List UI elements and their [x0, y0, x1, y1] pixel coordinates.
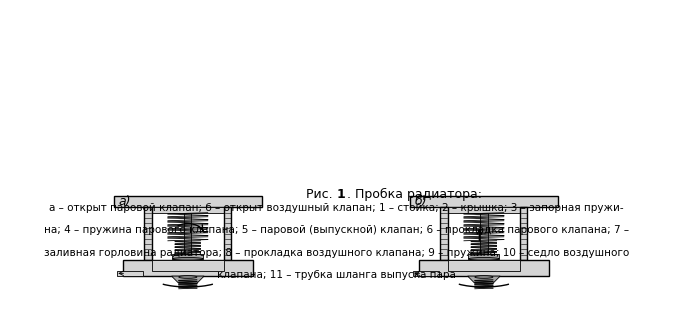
Text: заливная горловина радиатора; 8 – прокладка воздушного клапана; 9 – пружина; 10 : заливная горловина радиатора; 8 – прокла… — [44, 248, 629, 258]
Ellipse shape — [468, 258, 499, 260]
Text: на; 4 – пружина парового клапана; 5 – паровой (выпускной) клапан; 6 – прокладка : на; 4 – пружина парового клапана; 5 – па… — [44, 225, 629, 235]
Text: . Пробка радиатора:: . Пробка радиатора: — [347, 188, 482, 201]
Ellipse shape — [172, 258, 203, 260]
Text: 1: 1 — [336, 188, 345, 201]
Bar — [145, 207, 151, 260]
Bar — [151, 260, 224, 271]
Bar — [117, 271, 143, 276]
Ellipse shape — [475, 276, 493, 278]
Bar — [413, 271, 439, 276]
Bar — [172, 254, 203, 259]
Bar — [122, 260, 253, 276]
Bar — [446, 207, 522, 213]
Text: б): б) — [414, 196, 427, 209]
Bar — [150, 207, 226, 213]
Text: а – открыт паровой клапан; б – открыт воздушный клапан; 1 – стойка; 2 – крышка; : а – открыт паровой клапан; б – открыт во… — [49, 203, 624, 213]
Polygon shape — [468, 276, 500, 283]
Bar — [481, 213, 487, 257]
Bar — [440, 207, 448, 260]
Bar — [114, 197, 262, 207]
Bar — [410, 197, 558, 207]
Text: клапана; 11 – трубка шланга выпуска пара: клапана; 11 – трубка шланга выпуска пара — [217, 270, 456, 280]
Bar — [468, 254, 499, 259]
Polygon shape — [172, 276, 204, 283]
Bar — [184, 213, 191, 257]
Bar — [224, 207, 232, 260]
Bar — [448, 260, 520, 271]
Bar — [520, 207, 528, 260]
Ellipse shape — [179, 276, 197, 278]
Text: Рис.: Рис. — [306, 188, 336, 201]
Text: а): а) — [118, 196, 131, 209]
Bar — [419, 260, 549, 276]
